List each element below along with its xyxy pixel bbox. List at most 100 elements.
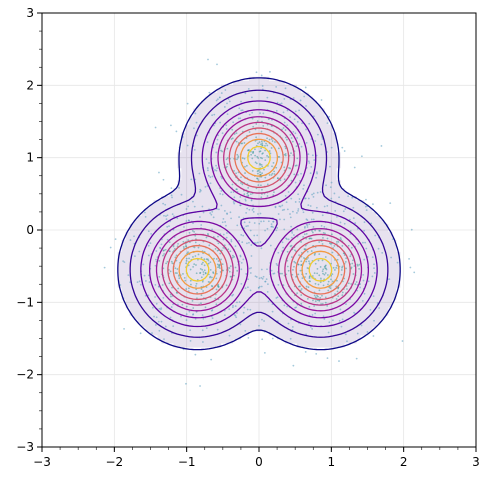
- scatter-point: [297, 263, 300, 266]
- scatter-point: [349, 255, 352, 258]
- scatter-point: [266, 195, 269, 197]
- scatter-point: [158, 275, 161, 278]
- scatter-point: [351, 262, 354, 265]
- scatter-point: [211, 276, 213, 279]
- scatter-point: [158, 307, 161, 310]
- scatter-point: [330, 181, 333, 184]
- scatter-point: [150, 232, 153, 235]
- scatter-point: [311, 211, 314, 214]
- scatter-point: [216, 328, 219, 331]
- scatter-point: [194, 353, 197, 356]
- scatter-point: [185, 259, 188, 262]
- scatter-point: [324, 264, 327, 267]
- scatter-point: [257, 142, 259, 145]
- scatter-point: [133, 235, 135, 238]
- scatter-point: [345, 303, 347, 306]
- y-tick-label: −1: [16, 295, 34, 309]
- scatter-point: [240, 100, 242, 103]
- x-tick-label: −2: [105, 455, 123, 469]
- scatter-point: [273, 170, 276, 173]
- scatter-point: [373, 267, 375, 269]
- scatter-point: [275, 229, 278, 232]
- scatter-point: [211, 228, 213, 231]
- scatter-point: [158, 171, 160, 174]
- scatter-point: [321, 214, 324, 217]
- scatter-point: [291, 256, 293, 258]
- scatter-point: [346, 288, 348, 290]
- scatter-point: [339, 308, 342, 311]
- scatter-point: [244, 92, 247, 95]
- scatter-point: [194, 317, 197, 320]
- scatter-point: [216, 167, 219, 170]
- scatter-point: [211, 175, 214, 178]
- scatter-point: [247, 336, 250, 339]
- scatter-point: [333, 192, 336, 195]
- scatter-point: [194, 241, 197, 244]
- scatter-point: [168, 250, 171, 253]
- scatter-point: [323, 226, 326, 228]
- scatter-point: [195, 121, 198, 124]
- scatter-point: [168, 241, 171, 244]
- scatter-point: [329, 186, 332, 189]
- scatter-point: [203, 269, 206, 272]
- scatter-point: [297, 273, 300, 276]
- scatter-point: [328, 115, 331, 118]
- scatter-point: [360, 324, 363, 327]
- scatter-point: [237, 155, 240, 158]
- scatter-point: [316, 171, 318, 174]
- scatter-point: [311, 275, 314, 277]
- scatter-point: [286, 265, 289, 268]
- scatter-point: [200, 294, 203, 297]
- scatter-point: [207, 259, 210, 262]
- scatter-point: [334, 269, 336, 271]
- scatter-point: [340, 269, 343, 271]
- scatter-point: [279, 272, 282, 275]
- scatter-point: [318, 274, 321, 277]
- scatter-point: [302, 235, 305, 238]
- scatter-point: [216, 143, 218, 145]
- scatter-point: [163, 249, 165, 252]
- scatter-point: [215, 277, 218, 280]
- scatter-point: [226, 157, 229, 159]
- scatter-point: [147, 244, 150, 247]
- scatter-point: [266, 154, 268, 157]
- scatter-point: [154, 296, 156, 298]
- scatter-point: [244, 198, 247, 201]
- scatter-point: [339, 221, 342, 224]
- scatter-point: [214, 247, 217, 250]
- scatter-point: [164, 325, 167, 328]
- scatter-point: [327, 331, 330, 334]
- scatter-point: [294, 249, 296, 252]
- scatter-point: [203, 264, 206, 267]
- scatter-point: [262, 112, 265, 115]
- scatter-point: [269, 244, 272, 247]
- scatter-point: [211, 317, 214, 320]
- scatter-point: [283, 208, 286, 211]
- scatter-point: [260, 276, 263, 279]
- scatter-point: [351, 196, 354, 199]
- scatter-point: [276, 227, 279, 229]
- scatter-point: [364, 205, 367, 208]
- scatter-point: [330, 197, 333, 200]
- scatter-point: [232, 121, 235, 124]
- scatter-point: [244, 172, 246, 174]
- contour-level-6: [167, 127, 351, 301]
- scatter-point: [220, 175, 223, 178]
- y-tick-label: 2: [26, 78, 34, 92]
- scatter-point: [323, 318, 326, 320]
- scatter-point: [357, 242, 360, 245]
- scatter-point: [163, 214, 165, 217]
- scatter-point: [159, 247, 162, 250]
- scatter-point: [319, 296, 322, 299]
- scatter-point: [176, 272, 178, 275]
- contour-level-9: [185, 145, 333, 282]
- scatter-point: [300, 264, 303, 266]
- scatter-point: [160, 307, 163, 310]
- scatter-point: [193, 149, 196, 151]
- scatter-point: [413, 271, 416, 274]
- scatter-point: [311, 154, 314, 157]
- scatter-point: [308, 321, 310, 324]
- scatter-point: [185, 262, 187, 265]
- scatter-point: [255, 276, 258, 278]
